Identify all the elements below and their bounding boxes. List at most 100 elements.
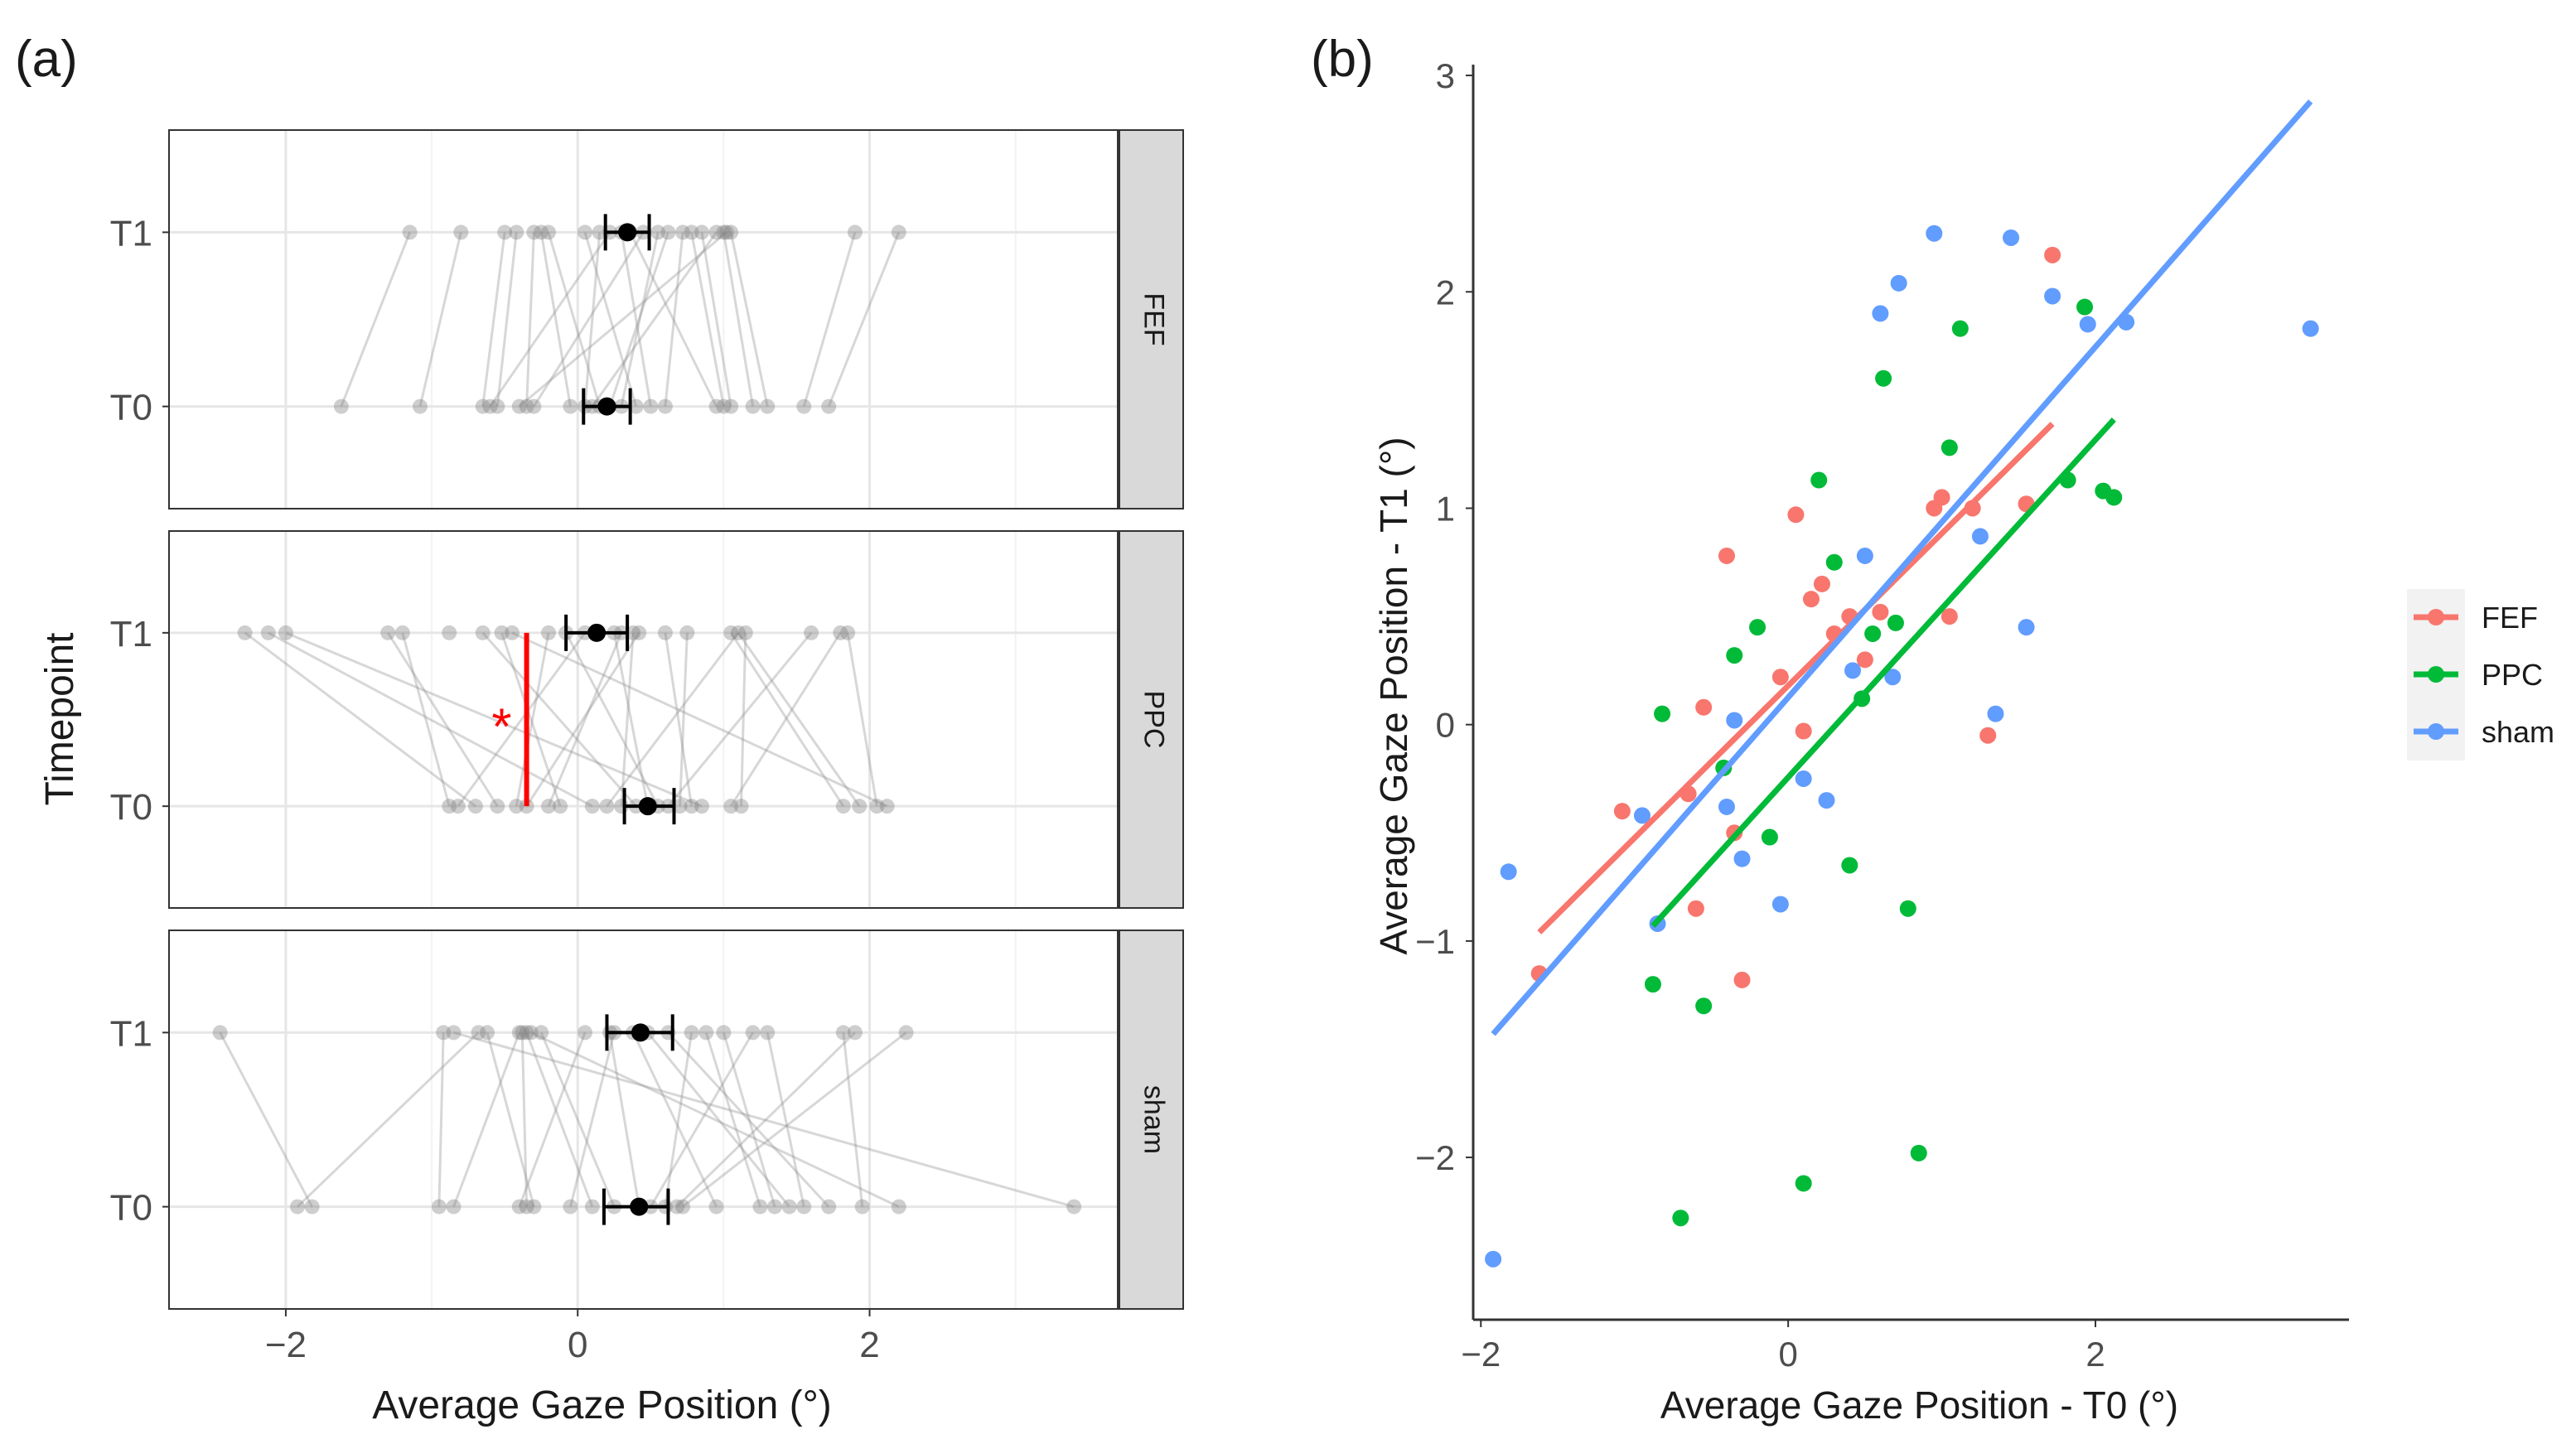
data-point <box>2302 320 2319 337</box>
point-t1 <box>626 625 641 640</box>
pair-line <box>740 632 747 807</box>
pair-line <box>729 632 845 807</box>
legend-label-sham: sham <box>2482 715 2554 749</box>
x-axis-label: Average Gaze Position (°) <box>372 1383 832 1427</box>
point-t1 <box>541 225 556 240</box>
point-t1 <box>471 1025 486 1041</box>
panel-a-label: (a) <box>15 31 78 88</box>
point-t0 <box>684 799 699 814</box>
data-point <box>1818 792 1835 809</box>
legend-dot-sham <box>2428 723 2444 740</box>
pair-line <box>481 631 637 808</box>
point-t1 <box>260 625 276 640</box>
mean-point-t1 <box>631 1023 650 1042</box>
point-t1 <box>453 225 469 240</box>
data-point <box>1872 305 1889 322</box>
point-t1 <box>592 225 607 240</box>
pair-line <box>386 632 499 807</box>
point-t1 <box>650 225 666 240</box>
y-tick-label-t1: T1 <box>110 1013 152 1054</box>
point-t1 <box>446 1025 462 1041</box>
data-point <box>1733 971 1751 988</box>
pair-line <box>842 1032 864 1207</box>
data-point <box>1825 553 1843 571</box>
point-t0 <box>541 799 556 814</box>
data-point <box>2079 316 2096 333</box>
data-point <box>1856 651 1873 669</box>
panel-b-label: (b) <box>1311 31 1374 88</box>
point-t1 <box>515 1025 530 1041</box>
data-point <box>2076 298 2094 316</box>
pair-line <box>533 231 645 408</box>
data-point <box>1500 863 1517 881</box>
pair-line <box>729 232 769 407</box>
pair-line <box>296 1031 480 1208</box>
panel-a: FEF T1 T0 * PPC T1 T0 sham T1 T0 −2 0 2 Average Gaze … <box>38 129 1184 1427</box>
facet-FEF: FEF T1 T0 <box>110 129 1184 509</box>
facet-strip-label: PPC <box>1138 691 1170 749</box>
point-t0 <box>708 398 724 414</box>
pair-line <box>612 632 650 807</box>
data-point <box>1644 976 1661 993</box>
point-t0 <box>796 1199 812 1214</box>
data-point <box>1726 712 1743 729</box>
data-point <box>1687 900 1704 917</box>
pair-line <box>515 632 550 807</box>
data-point <box>1875 369 1892 387</box>
point-t1 <box>698 1025 714 1041</box>
pair-line <box>629 231 718 408</box>
point-t0 <box>490 799 505 814</box>
point-t1 <box>237 625 253 640</box>
legend-dot-FEF <box>2428 609 2444 625</box>
point-t0 <box>879 799 895 814</box>
point-t0 <box>723 398 739 414</box>
pair-line <box>495 232 518 407</box>
facet-strip <box>1119 930 1184 1310</box>
point-t1 <box>631 625 647 640</box>
pair-line <box>437 1032 445 1207</box>
point-t1 <box>494 625 510 640</box>
pair-line <box>608 231 669 408</box>
pair-line <box>729 632 842 807</box>
pair-line <box>418 232 462 407</box>
y-tick-label: −2 <box>1415 1138 1455 1177</box>
point-t0 <box>599 799 615 814</box>
fit-line-FEF <box>1537 422 2055 934</box>
pair-line <box>704 1031 761 1208</box>
point-t0 <box>760 398 776 414</box>
pair-line <box>583 232 602 407</box>
fit-line-sham <box>1491 99 2313 1036</box>
pair-line <box>583 231 638 408</box>
point-t0 <box>412 398 428 414</box>
facet-border <box>168 530 1119 909</box>
point-t0 <box>796 398 812 414</box>
data-point <box>1795 1175 1812 1192</box>
data-point <box>2003 229 2020 246</box>
pair-line <box>722 1031 776 1208</box>
facet-border <box>168 129 1119 509</box>
y-tick-label-t0: T0 <box>110 388 152 428</box>
point-t0 <box>446 1199 462 1214</box>
x-axis-label: Average Gaze Position - T0 (°) <box>1660 1383 2178 1427</box>
point-t0 <box>584 1199 600 1214</box>
data-point <box>1485 1250 1502 1268</box>
x-tick-label: −2 <box>265 1325 307 1365</box>
x-tick-label: 2 <box>2085 1335 2105 1374</box>
pair-line <box>682 1031 907 1208</box>
point-t1 <box>675 225 691 240</box>
pair-line <box>737 631 861 808</box>
y-tick-label: 3 <box>1436 56 1455 95</box>
data-point <box>1890 274 1907 292</box>
pair-line <box>219 1031 313 1208</box>
point-t1 <box>708 225 724 240</box>
point-t0 <box>526 398 542 414</box>
pair-line <box>722 232 755 407</box>
data-point <box>1726 647 1743 664</box>
point-t0 <box>767 1199 783 1214</box>
pair-line <box>401 632 451 807</box>
point-t0 <box>450 799 466 814</box>
point-t0 <box>304 1199 320 1214</box>
point-t0 <box>511 1199 527 1214</box>
point-t1 <box>475 625 491 640</box>
pair-line <box>457 631 587 808</box>
